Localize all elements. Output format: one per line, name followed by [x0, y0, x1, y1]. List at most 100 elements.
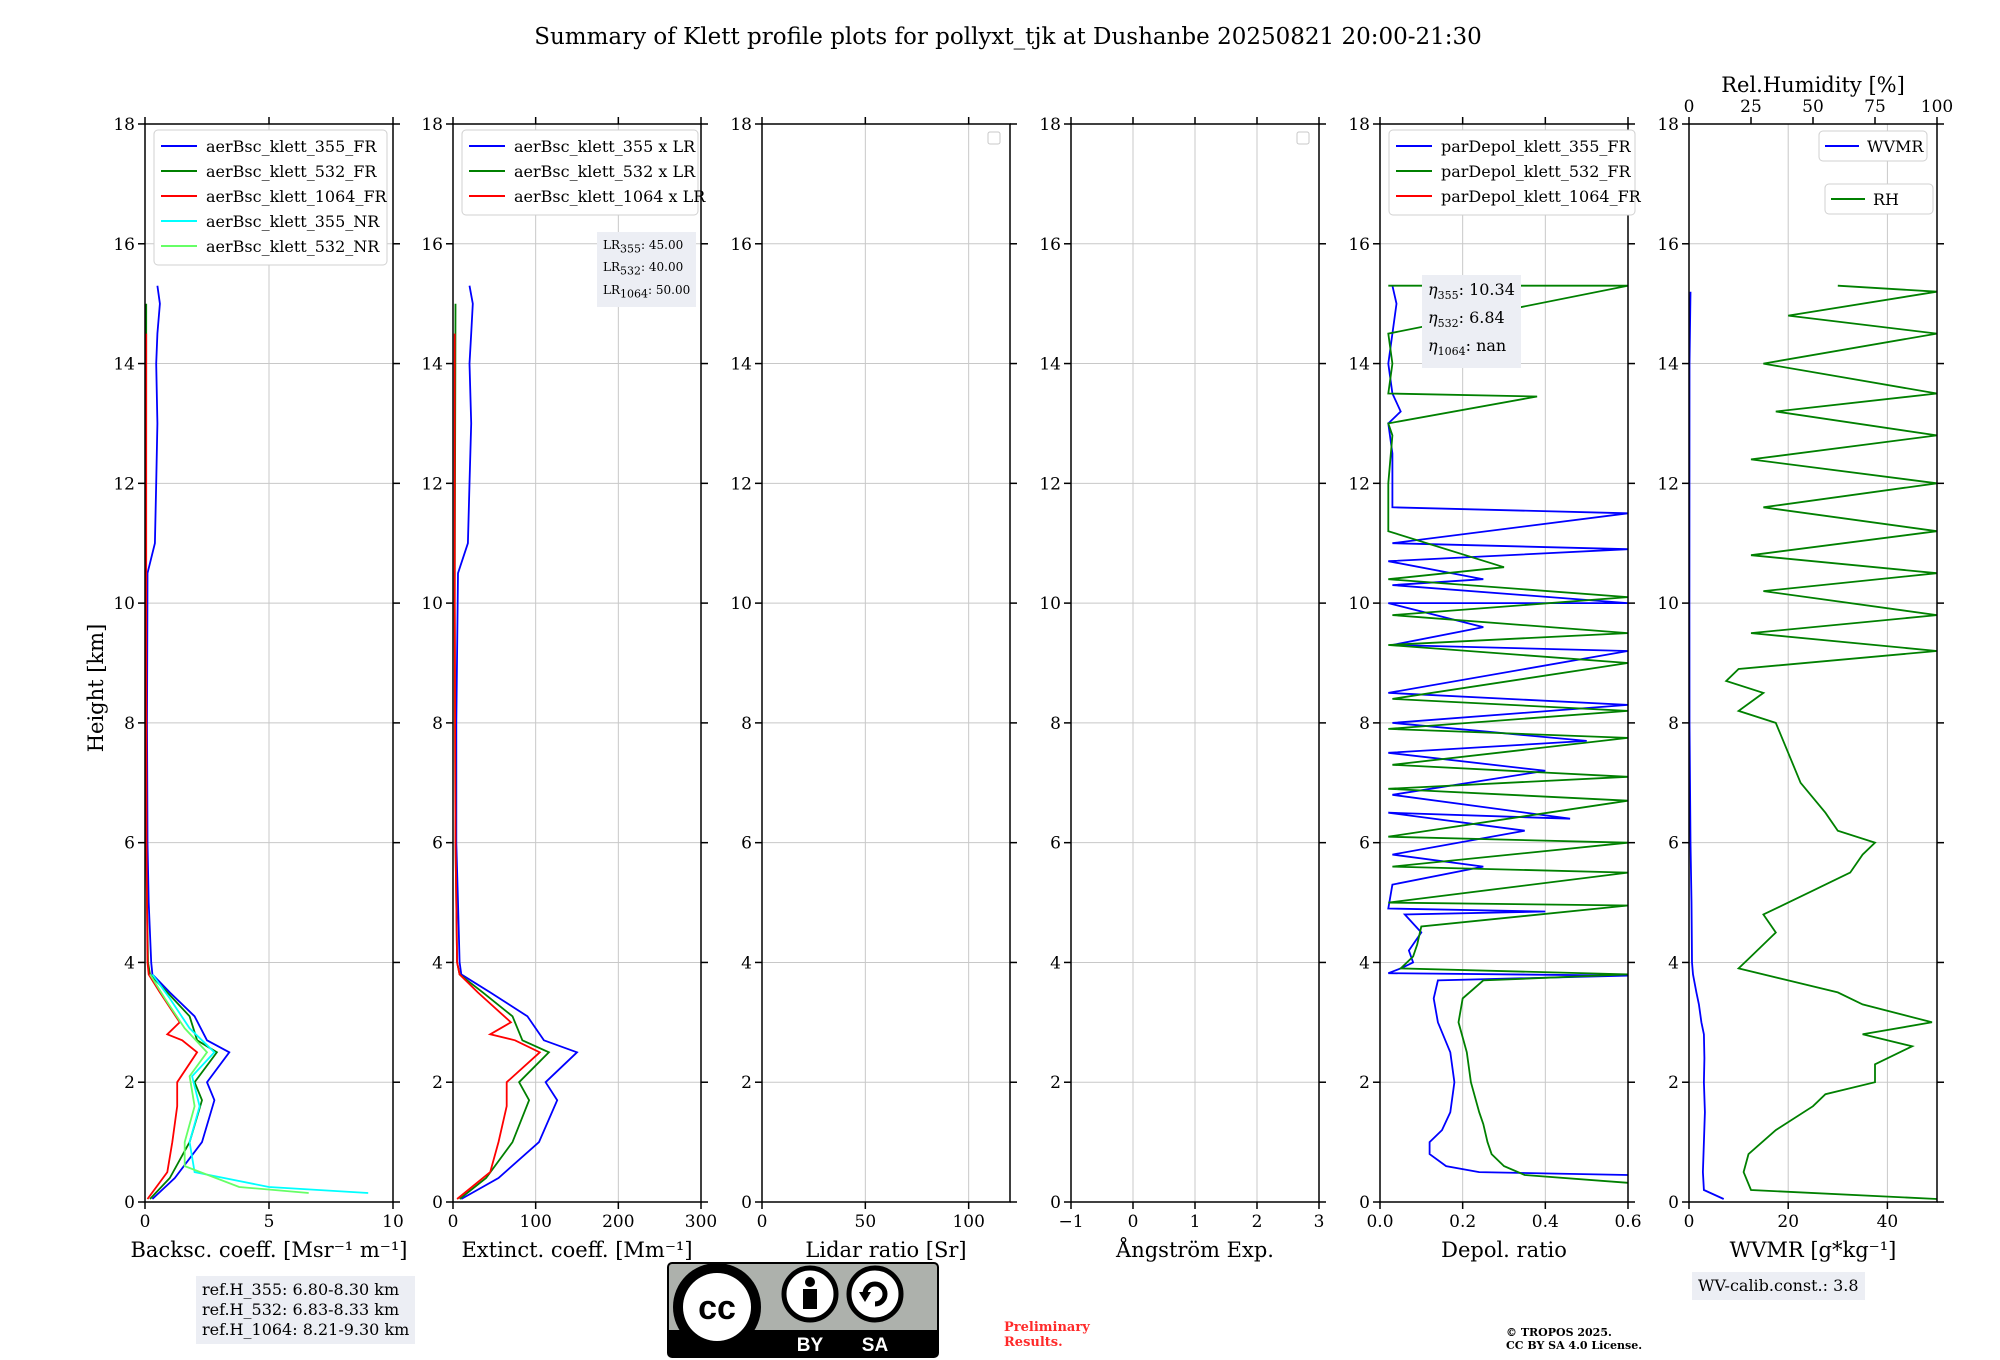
y-tick-label: 12	[1039, 474, 1061, 494]
legend-label: parDepol_klett_532_FR	[1441, 162, 1632, 181]
x-axis-label: Ångström Exp.	[1115, 1237, 1274, 1262]
legend-label: RH	[1873, 190, 1899, 209]
empty-legend-box	[987, 131, 1001, 145]
x-tick-label: 2	[1252, 1212, 1263, 1232]
top-axis-tick-label: 0	[1684, 97, 1695, 117]
legend: aerBsc_klett_355 x LR aerBsc_klett_532 x …	[461, 129, 706, 216]
wv-calibration-note: WV-calib.const.: 3.8	[1692, 1272, 1865, 1300]
legend: parDepol_klett_355_FR parDepol_klett_532_…	[1388, 129, 1642, 216]
y-tick-label: 14	[1039, 355, 1061, 375]
x-tick-label: 0.2	[1449, 1212, 1476, 1232]
x-axis-label: Backsc. coeff. [Msr⁻¹ m⁻¹]	[131, 1238, 408, 1262]
x-tick-label: 40	[1877, 1212, 1899, 1232]
y-tick-label: 2	[1668, 1073, 1679, 1093]
series-line-parDepol_klett_355_FR	[1387, 285, 1628, 1176]
y-tick-label: 16	[421, 235, 443, 255]
lr-1064: LR1064: 50.00	[603, 282, 691, 301]
y-tick-label: 12	[730, 474, 752, 494]
legend-RH: RH	[1824, 183, 1934, 215]
top-axis-tick-label: 25	[1740, 97, 1762, 117]
y-tick-label: 8	[1668, 714, 1679, 734]
y-tick-label: 18	[421, 115, 443, 135]
panel-lidar_ratio: 0 2 4 6 8 10 12 14 16 18 0 50 100 Lidar ratio [Sr]	[730, 115, 1017, 1262]
preliminary-results-note: Preliminary Results.	[1004, 1320, 1090, 1350]
y-tick-label: 4	[124, 953, 135, 973]
x-tick-label: 20	[1777, 1212, 1799, 1232]
empty-legend-box	[1296, 131, 1310, 145]
legend-label: aerBsc_klett_532_NR	[206, 237, 380, 256]
y-tick-label: 0	[1050, 1193, 1061, 1213]
y-tick-label: 14	[421, 355, 443, 375]
series-line-WVMR	[1689, 291, 1725, 1200]
y-tick-label: 10	[421, 594, 443, 614]
lr-532: LR532: 40.00	[603, 260, 684, 278]
series-line-parDepol_klett_532_FR	[1387, 284, 1628, 1184]
top-axis-tick-label: 50	[1802, 97, 1824, 117]
legend-label: aerBsc_klett_532 x LR	[514, 162, 696, 181]
eta-1064: η1064: nan	[1428, 336, 1507, 359]
top-axis-label: Rel.Humidity [%]	[1721, 73, 1905, 97]
series-line-RH	[1724, 284, 1937, 1200]
x-tick-label: 0	[757, 1212, 768, 1232]
y-tick-label: 18	[113, 115, 135, 135]
x-tick-label: 3	[1314, 1212, 1325, 1232]
y-tick-label: 12	[421, 474, 443, 494]
lidar-ratio-note: LR355: 45.00 LR532: 40.00 LR1064: 50.00	[597, 232, 697, 308]
by-person-head	[805, 1277, 815, 1287]
y-tick-label: 4	[741, 953, 752, 973]
y-tick-label: 16	[730, 235, 752, 255]
y-tick-label: 6	[432, 834, 443, 854]
legend-box	[1818, 130, 1928, 162]
copyright-note: © TROPOS 2025. CC BY SA 4.0 License.	[1506, 1326, 1643, 1352]
y-tick-label: 18	[1348, 115, 1370, 135]
y-tick-label: 14	[113, 355, 135, 375]
axes-frame	[144, 123, 394, 1203]
by-person-body	[803, 1289, 817, 1309]
x-tick-label: 10	[382, 1212, 404, 1232]
legend-box	[461, 129, 699, 216]
y-tick-label: 8	[741, 714, 752, 734]
x-tick-label: 0	[1684, 1212, 1695, 1232]
sa-arrow-arc	[862, 1281, 888, 1307]
y-tick-label: 0	[124, 1193, 135, 1213]
series-line-aerBsc_klett_532 x LR	[453, 303, 551, 1200]
series-line-aerBsc_klett_355_FR	[146, 285, 231, 1200]
cc-logo-circle	[683, 1273, 751, 1341]
y-tick-label: 4	[1050, 953, 1061, 973]
x-tick-label: 100	[952, 1212, 984, 1232]
series-line-aerBsc_klett_1064_FR	[145, 333, 199, 1200]
x-tick-label: 0.4	[1532, 1212, 1559, 1232]
y-tick-label: 0	[741, 1193, 752, 1213]
x-axis-label: Depol. ratio	[1441, 1238, 1567, 1262]
y-tick-label: 10	[1657, 594, 1679, 614]
y-tick-label: 2	[1050, 1073, 1061, 1093]
ref-height-355: ref.H_355: 6.80-8.30 km	[202, 1280, 400, 1299]
y-tick-label: 6	[1050, 834, 1061, 854]
axes-frame	[761, 123, 1011, 1203]
y-tick-label: 16	[1039, 235, 1061, 255]
x-tick-label: 1	[1190, 1212, 1201, 1232]
sa-arrow-head	[859, 1292, 871, 1302]
legend-label: aerBsc_klett_355_NR	[206, 212, 380, 231]
legend-label: aerBsc_klett_1064 x LR	[514, 187, 706, 206]
legend-WVMR: WVMR	[1818, 130, 1928, 162]
series-line-aerBsc_klett_355_NR	[151, 973, 369, 1194]
y-tick-label: 2	[432, 1073, 443, 1093]
y-tick-label: 18	[1657, 115, 1679, 135]
y-tick-label: 14	[730, 355, 752, 375]
y-tick-label: 2	[741, 1073, 752, 1093]
x-tick-label: 0	[448, 1212, 459, 1232]
y-tick-label: 6	[124, 834, 135, 854]
y-tick-label: 16	[1348, 235, 1370, 255]
y-tick-label: 8	[1359, 714, 1370, 734]
y-tick-label: 10	[1348, 594, 1370, 614]
legend-label: aerBsc_klett_355_FR	[206, 137, 377, 156]
x-axis-label: Extinct. coeff. [Mm⁻¹]	[461, 1238, 692, 1262]
y-tick-label: 4	[1668, 953, 1679, 973]
axes-frame	[452, 123, 702, 1203]
y-tick-label: 18	[1039, 115, 1061, 135]
y-tick-label: 8	[1050, 714, 1061, 734]
